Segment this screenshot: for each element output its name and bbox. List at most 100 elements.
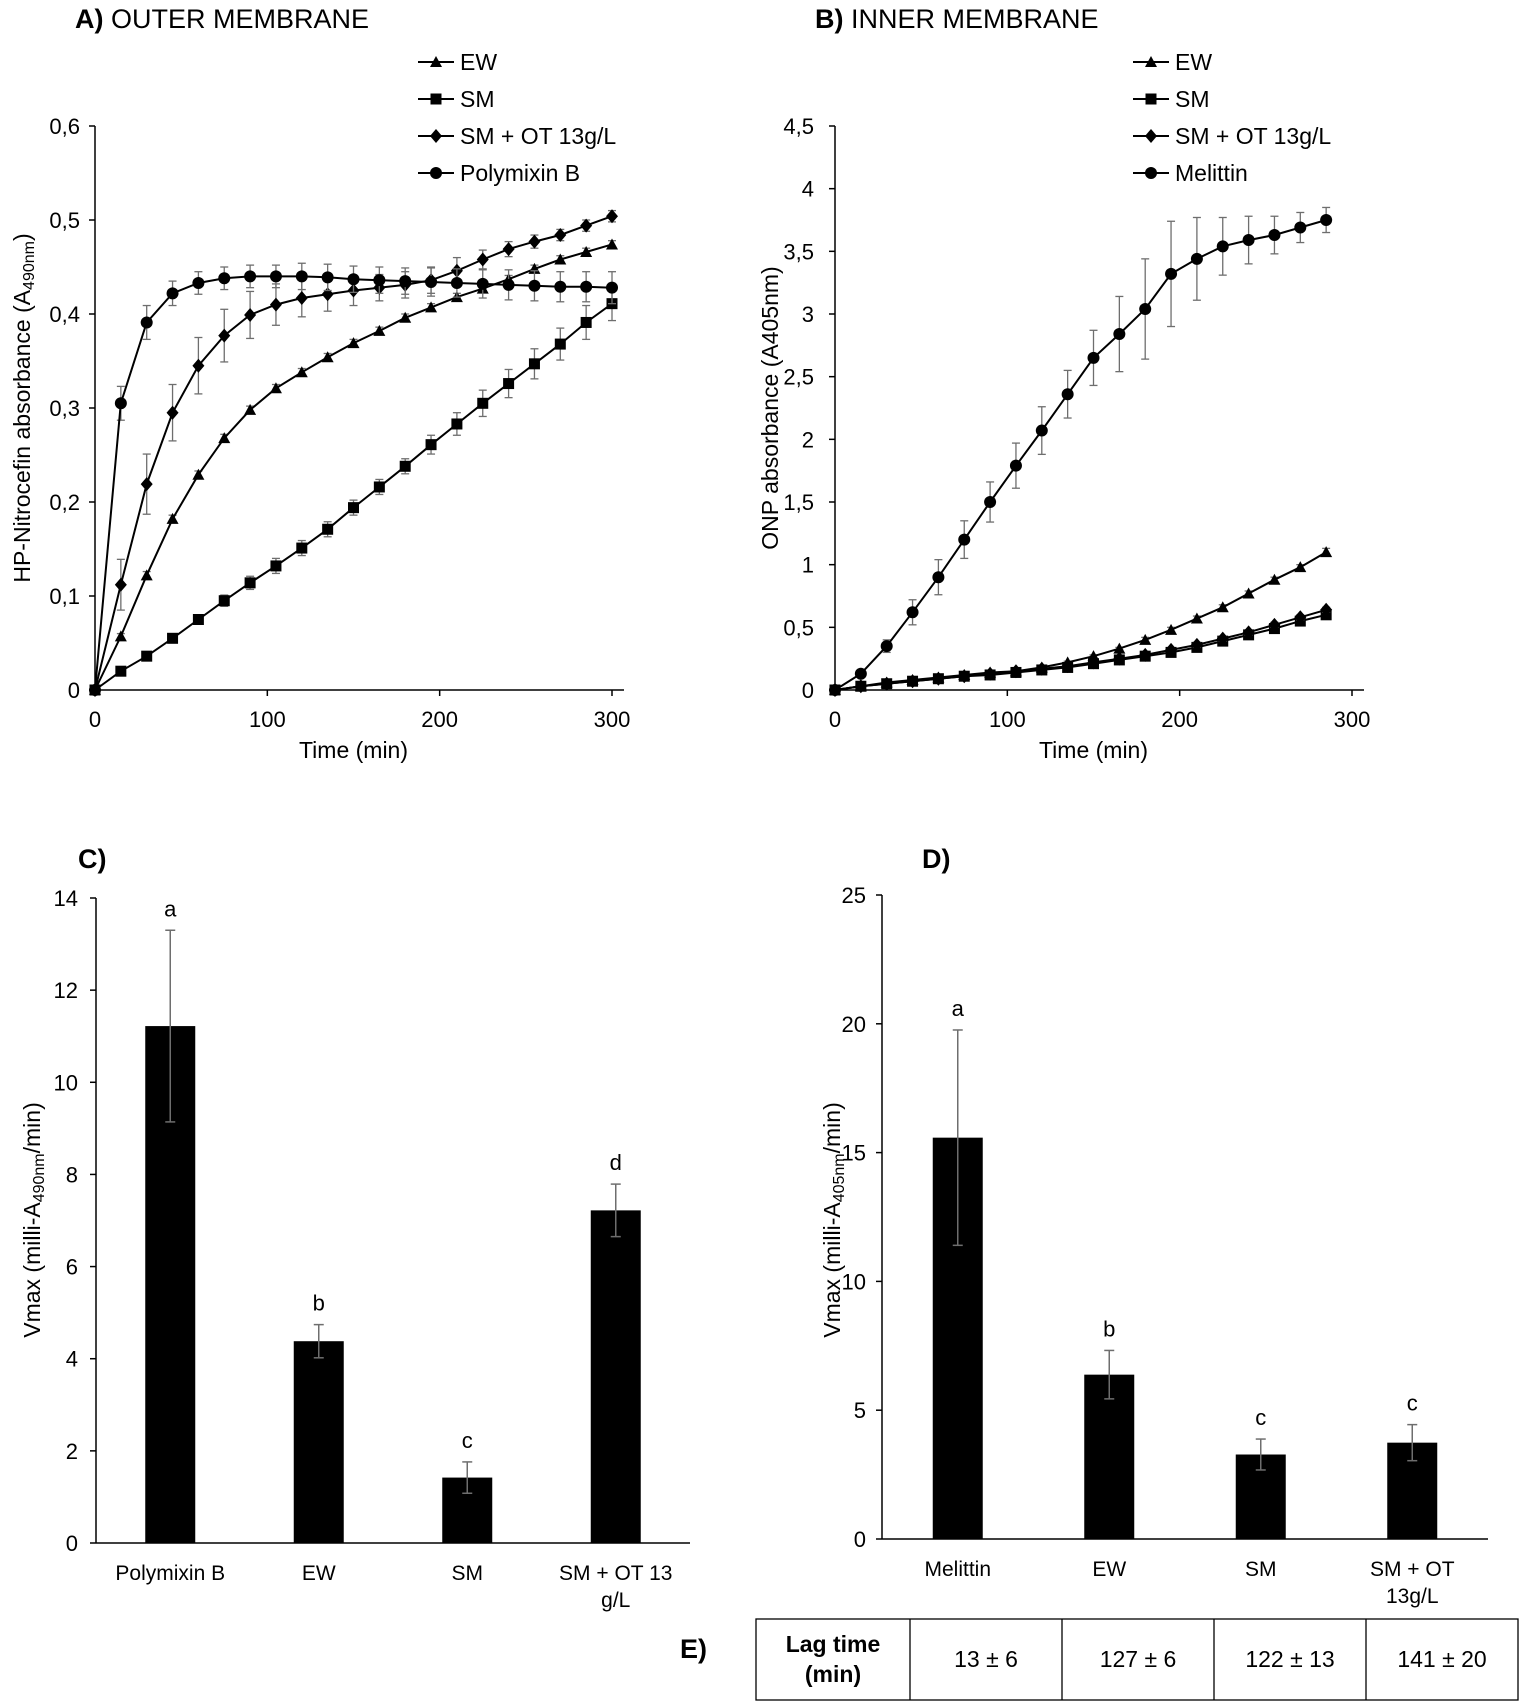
data-point (192, 358, 205, 373)
legend-item: Melittin (1133, 160, 1248, 186)
y-tick-label: 15 (842, 1141, 866, 1166)
bar-group: c SM (442, 1428, 493, 1585)
series-line (94, 243, 613, 691)
data-point (1320, 602, 1333, 617)
y-tick-label: 3,5 (783, 239, 814, 264)
data-point (218, 272, 231, 285)
table-header: (min) (805, 1661, 861, 1687)
y-tick-label: 0 (854, 1527, 866, 1552)
data-point (984, 496, 997, 508)
data-point (295, 270, 308, 283)
data-point (347, 337, 360, 349)
y-tick-label: 10 (842, 1269, 866, 1294)
data-point (1165, 267, 1178, 280)
chart-D: D) 0 5 10 15 20 25 Vmax (milli-A405nm/min) a Meli… (819, 844, 1488, 1608)
data-point (244, 577, 256, 589)
data-point (1061, 388, 1074, 401)
data-point (1216, 631, 1229, 646)
category-label: 13g/L (1386, 1585, 1439, 1608)
data-point (270, 560, 282, 572)
series-melittin (829, 206, 1333, 696)
table-cell: 13 ± 6 (954, 1646, 1018, 1672)
table-cell: 141 ± 20 (1397, 1646, 1486, 1672)
data-point (373, 274, 386, 287)
data-point (192, 468, 205, 480)
data-point (1294, 221, 1307, 234)
data-point (606, 209, 618, 224)
data-point (1035, 661, 1048, 676)
legend-marker (430, 167, 442, 179)
category-label: SM (452, 1562, 484, 1585)
data-point (580, 316, 592, 328)
y-tick-label: 0,6 (49, 114, 80, 139)
data-point (244, 403, 257, 415)
data-point (1242, 234, 1255, 247)
data-point (167, 632, 179, 644)
data-point (477, 397, 489, 409)
y-tick-label: 0,2 (49, 490, 80, 515)
panel-label-C: C) (78, 844, 107, 874)
data-point (1139, 302, 1152, 315)
y-axis-title: ONP absorbance (A405nm) (757, 266, 783, 549)
data-point (115, 665, 127, 677)
series-ew (829, 546, 1333, 695)
category-label: SM (1245, 1558, 1277, 1581)
data-point (1190, 252, 1203, 265)
table-cell: 122 ± 13 (1245, 1646, 1334, 1672)
legend-item: SM + OT 13g/L (418, 123, 616, 149)
data-point (503, 378, 515, 390)
axis-title-part: Vmax (milli-A (19, 1202, 45, 1338)
x-axis-title: Time (min) (1039, 737, 1148, 763)
data-point (906, 606, 919, 619)
legend-label: Polymixin B (460, 160, 580, 186)
y-tick-label: 14 (54, 886, 78, 911)
data-point (580, 245, 593, 257)
data-point (606, 238, 618, 250)
significance-letter: b (313, 1291, 325, 1316)
data-point (425, 301, 438, 313)
series-sm-ot-13g-l (829, 602, 1333, 697)
x-tick-label: 200 (421, 707, 458, 732)
y-tick-label: 12 (54, 978, 78, 1003)
data-point (1268, 573, 1281, 585)
legend-marker (1145, 129, 1157, 143)
bar (293, 1341, 344, 1543)
axis-title-part: /min) (819, 1102, 845, 1153)
data-point (141, 650, 153, 662)
legend-marker (1145, 167, 1157, 179)
y-tick-label: 2,5 (783, 365, 814, 390)
data-point (1320, 546, 1333, 558)
data-point (1268, 617, 1281, 632)
data-point (1139, 633, 1152, 645)
category-label: Polymixin B (115, 1562, 225, 1585)
data-point (854, 679, 867, 694)
data-point (1087, 655, 1100, 670)
panel-title-text: OUTER MEMBRANE (104, 4, 370, 34)
data-point (528, 279, 541, 292)
data-point (166, 512, 179, 524)
data-point (906, 674, 919, 689)
y-tick-label: 4,5 (783, 114, 814, 139)
data-point (450, 276, 463, 289)
y-tick-label: 6 (66, 1255, 78, 1280)
axis-title-part: Vmax (milli-A (819, 1202, 845, 1338)
data-point (476, 252, 489, 267)
data-point (1165, 642, 1178, 657)
data-point (1294, 610, 1307, 625)
chart-C: C) 0 2 4 6 8 10 12 14 Vmax (milli-A490nm/min) a Pol… (19, 844, 690, 1612)
y-tick-label: 8 (66, 1162, 78, 1187)
y-tick-label: 20 (842, 1012, 866, 1037)
data-point (476, 277, 489, 290)
data-point (451, 418, 463, 430)
series-sm (89, 286, 618, 696)
y-tick-label: 4 (802, 177, 814, 202)
data-point (348, 502, 359, 514)
y-tick-label: 10 (54, 1070, 78, 1095)
panel-title-B: B) INNER MEMBRANE (815, 4, 1099, 34)
y-tick-label: 2 (802, 427, 814, 452)
x-tick-label: 100 (249, 707, 286, 732)
data-point (1320, 214, 1333, 226)
data-point (1061, 659, 1074, 674)
bar-group: a Polymixin B (115, 896, 225, 1585)
table-cell: 127 ± 6 (1100, 1646, 1177, 1672)
